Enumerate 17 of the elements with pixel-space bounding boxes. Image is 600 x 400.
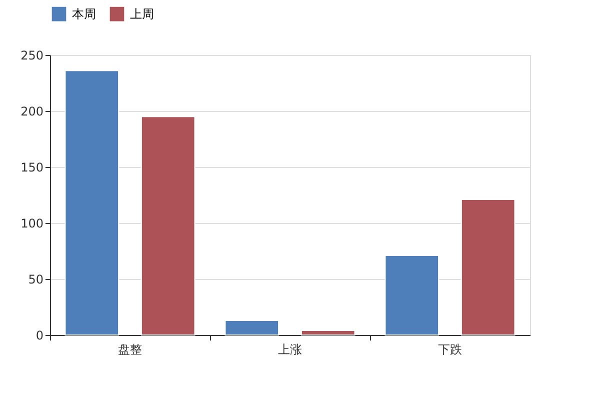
- bar: [224, 320, 280, 336]
- y-tick-label: 250: [20, 48, 44, 62]
- y-tick-label: 0: [36, 328, 44, 342]
- bar: [300, 330, 356, 336]
- y-tick-label: 100: [20, 216, 44, 230]
- y-tick-label: 50: [28, 272, 44, 286]
- x-tick-label: 上涨: [278, 342, 302, 356]
- y-tick-label: 150: [20, 160, 44, 174]
- x-tick-label: 下跌: [438, 342, 462, 356]
- bar: [384, 254, 440, 336]
- bar: [140, 116, 196, 336]
- legend-label: 本周: [72, 7, 96, 22]
- bar: [460, 198, 516, 336]
- x-tick-label: 盘整: [118, 342, 142, 356]
- y-tick-label: 200: [20, 104, 44, 118]
- bar: [64, 70, 120, 336]
- legend-label: 上周: [130, 7, 154, 22]
